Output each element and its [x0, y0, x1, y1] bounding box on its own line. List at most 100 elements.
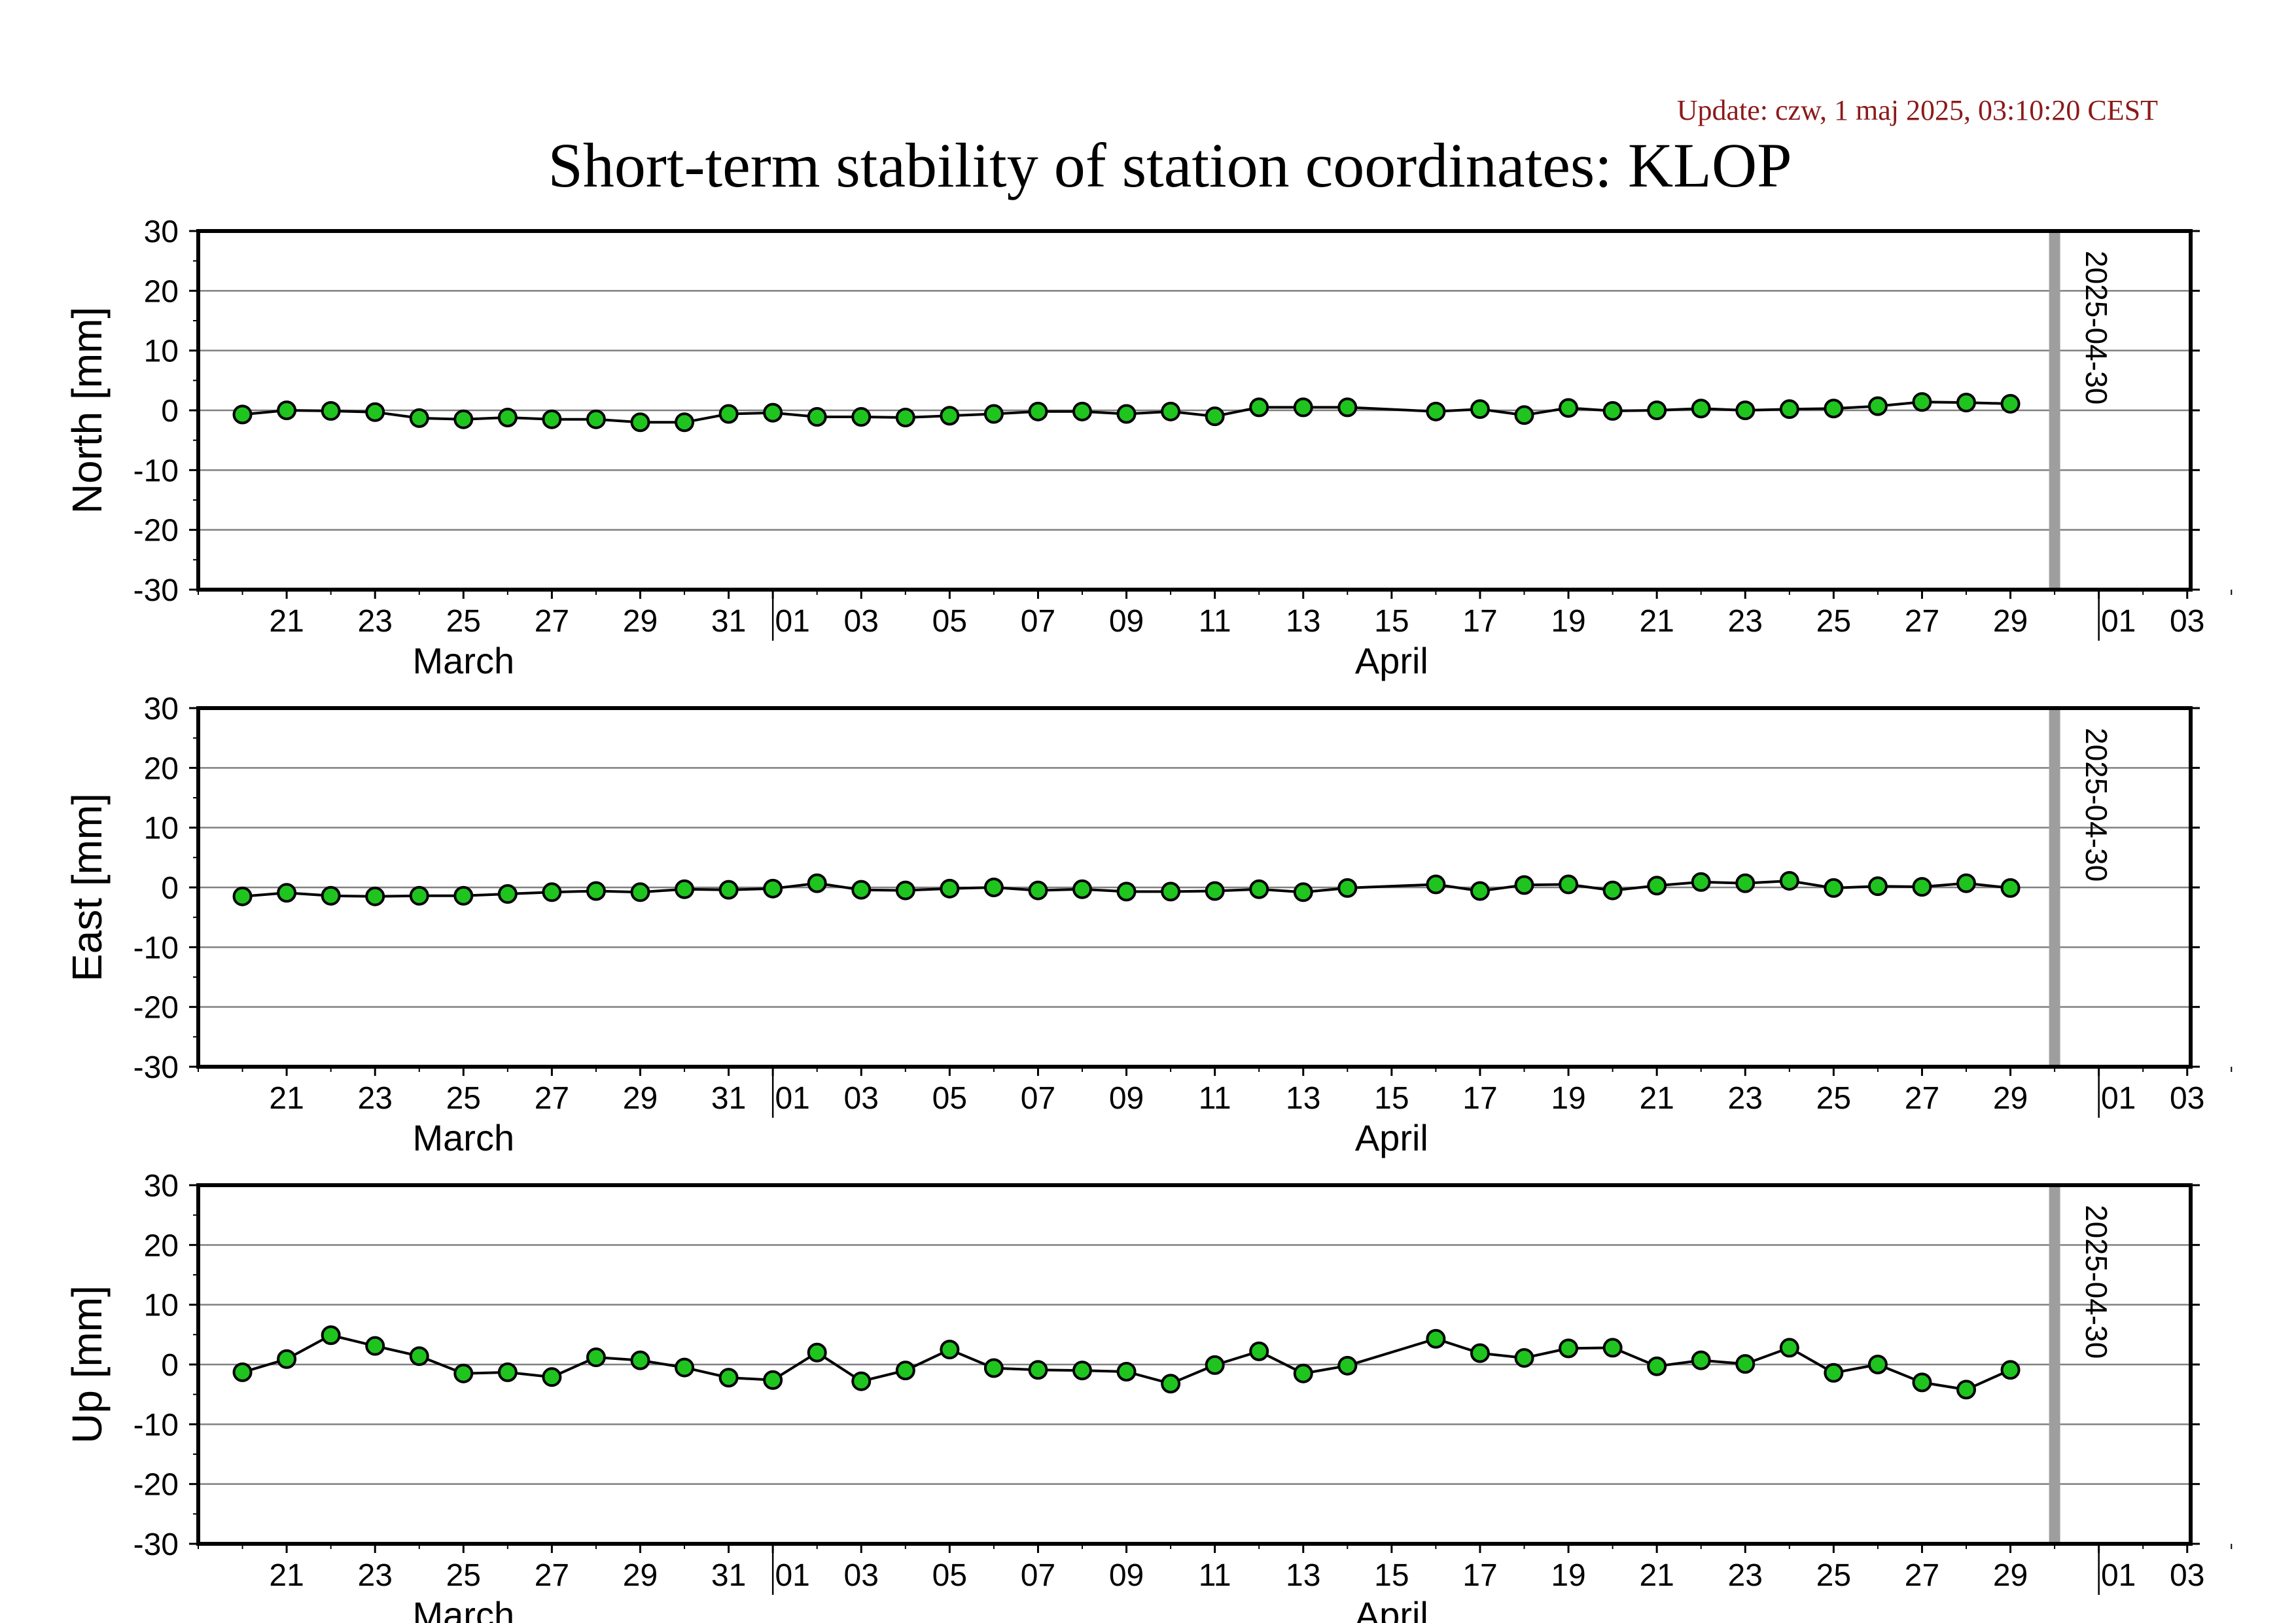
- data-point: [718, 880, 739, 900]
- data-point: [1867, 1355, 1888, 1374]
- x-tick-label: 17: [1462, 1081, 1497, 1116]
- data-point: [1293, 882, 1313, 902]
- data-point: [542, 882, 562, 902]
- x-tick-label: 21: [1639, 604, 1674, 639]
- x-tick-label: 29: [1993, 604, 2028, 639]
- date-marker-label: 2025-04-30: [2079, 1205, 2113, 1359]
- x-tick-label: 21: [269, 1081, 304, 1116]
- data-point: [630, 1350, 650, 1370]
- data-point: [1559, 874, 1579, 895]
- data-point: [718, 1368, 739, 1388]
- x-tick-label: 05: [932, 1558, 967, 1593]
- data-point: [497, 884, 518, 904]
- data-point: [1116, 882, 1137, 902]
- data-point: [807, 873, 827, 893]
- x-tick-label: 03: [844, 1081, 879, 1116]
- data-point: [1559, 1338, 1579, 1359]
- month-label: April: [1355, 1594, 1428, 1623]
- data-point: [1602, 1338, 1623, 1358]
- x-tick-label: 03: [2170, 1081, 2204, 1116]
- data-point: [409, 408, 429, 428]
- data-point: [1867, 396, 1888, 416]
- data-point: [940, 406, 960, 426]
- series-line: [242, 1334, 2011, 1391]
- data-point: [232, 1362, 253, 1382]
- data-point: [409, 885, 429, 906]
- x-tick-label: 23: [358, 1558, 393, 1593]
- chart-title: Short-term stability of station coordina…: [548, 130, 1792, 200]
- x-tick-label: 11: [1199, 604, 1231, 639]
- panel-east: 30 20 10 0 -10 -20 -30 East [mm] 2025-04-30 21 23 2…: [63, 692, 2233, 1158]
- date-marker-label: 2025-04-30: [2079, 251, 2113, 404]
- data-point: [1559, 398, 1579, 418]
- x-tick-label: 25: [446, 604, 481, 639]
- data-point: [1647, 1356, 1667, 1376]
- data-point: [1028, 401, 1048, 421]
- y-tick-label: -20: [133, 991, 179, 1026]
- data-point: [940, 878, 960, 899]
- data-point: [2000, 393, 2021, 414]
- x-tick-label: 23: [358, 604, 393, 639]
- data-point: [1779, 1338, 1799, 1358]
- y-tick-label: 10: [144, 812, 179, 846]
- data-point: [321, 885, 341, 906]
- y-tick-label: -20: [133, 1468, 179, 1503]
- data-point: [453, 1363, 474, 1383]
- data-point: [365, 402, 385, 422]
- data-point: [277, 1349, 297, 1369]
- data-point: [851, 1371, 872, 1391]
- data-point: [983, 404, 1004, 424]
- data-point: [1161, 1374, 1181, 1394]
- data-point: [1602, 880, 1623, 901]
- data-point: [453, 885, 474, 906]
- data-point: [1426, 1329, 1446, 1349]
- data-point: [321, 401, 341, 421]
- x-tick-label: 29: [623, 604, 658, 639]
- y-tick-label: 10: [144, 1289, 179, 1323]
- x-tick-label: 13: [1286, 1081, 1320, 1116]
- data-point: [1956, 873, 1976, 893]
- x-tick-label: 29: [623, 1081, 658, 1116]
- data-point: [277, 883, 297, 903]
- x-tick-label: 15: [1374, 1081, 1409, 1116]
- data-point: [1647, 401, 1667, 420]
- data-point: [1867, 876, 1888, 897]
- x-tick-label: 21: [1639, 1558, 1674, 1593]
- data-point: [763, 1370, 783, 1390]
- x-tick-label: 25: [446, 1081, 481, 1116]
- data-point: [983, 878, 1004, 897]
- data-point: [807, 1342, 827, 1363]
- y-tick-label: -30: [133, 1050, 179, 1085]
- data-point: [1470, 399, 1490, 419]
- data-point: [851, 880, 872, 900]
- data-point: [1691, 872, 1711, 892]
- data-point: [1161, 401, 1181, 421]
- data-point: [1426, 874, 1446, 895]
- y-tick-label: 0: [161, 1348, 179, 1383]
- x-tick-label: 11: [1199, 1558, 1231, 1593]
- data-point: [1824, 878, 1844, 898]
- x-tick-label: 23: [358, 1081, 393, 1116]
- x-tick-label: 05: [932, 1081, 967, 1116]
- x-tick-label: 19: [1551, 604, 1585, 639]
- data-point: [497, 407, 518, 427]
- data-point: [763, 878, 783, 899]
- x-tick-label: 01: [775, 1081, 809, 1116]
- data-point: [1249, 397, 1269, 418]
- x-tick-label: 03: [2170, 1558, 2204, 1593]
- data-point: [983, 1358, 1004, 1378]
- plot-frame: [196, 1183, 2193, 1546]
- data-point: [1337, 1355, 1358, 1376]
- y-tick-label: 20: [144, 751, 179, 786]
- data-point: [851, 407, 872, 427]
- data-point: [1205, 406, 1225, 427]
- data-point: [1779, 870, 1799, 891]
- data-point: [365, 1336, 385, 1356]
- plot-frame: [196, 706, 2193, 1069]
- data-point: [940, 1340, 960, 1360]
- data-point: [1337, 878, 1358, 898]
- x-tick-label: 23: [1728, 1081, 1763, 1116]
- data-point: [1249, 879, 1269, 899]
- y-tick-label: -10: [133, 454, 179, 488]
- month-label: March: [413, 1594, 515, 1623]
